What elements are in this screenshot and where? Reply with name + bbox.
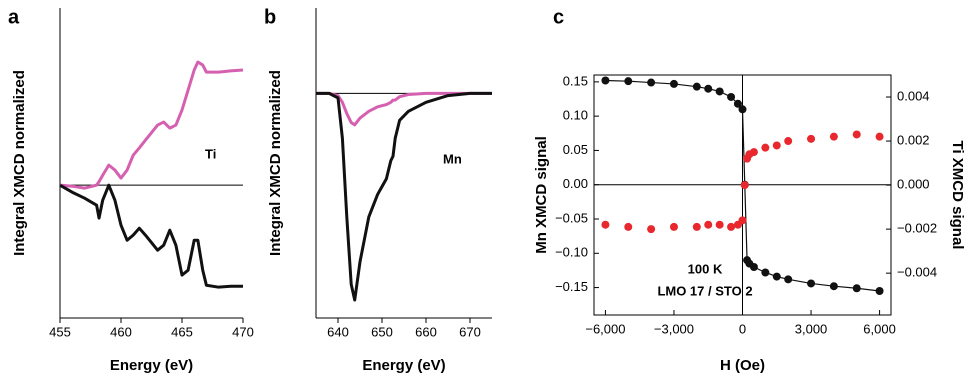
- data-point: [601, 220, 610, 229]
- data-point: [875, 132, 884, 141]
- x-tick-label: 455: [49, 324, 71, 339]
- x-tick-label: 650: [371, 324, 393, 339]
- y2-axis-label: Ti XMCD signal: [949, 141, 966, 250]
- data-point: [749, 148, 758, 157]
- y2-tick-label: −0.002: [897, 221, 937, 236]
- data-point: [738, 105, 747, 114]
- y2-tick-label: 0.004: [897, 88, 930, 103]
- annotation: Mn: [443, 151, 462, 166]
- y-tick-label: −0.05: [555, 210, 588, 225]
- x-tick-label: 3,000: [795, 321, 828, 336]
- series-line: [59, 60, 244, 190]
- y-tick-label: 0.15: [563, 73, 588, 88]
- x-axis-label: H (Oe): [720, 357, 765, 374]
- data-point: [875, 287, 884, 295]
- data-point: [829, 132, 838, 141]
- x-tick-label: 0: [739, 321, 746, 336]
- data-point: [740, 181, 749, 190]
- data-point: [624, 77, 633, 86]
- data-point: [772, 141, 781, 150]
- data-point: [761, 268, 770, 277]
- y2-tick-label: −0.004: [897, 265, 937, 280]
- y-tick-label: 0.10: [563, 108, 588, 123]
- data-point: [749, 263, 758, 271]
- data-point: [807, 279, 816, 288]
- series-line: [316, 91, 492, 127]
- x-tick-label: 470: [232, 324, 254, 339]
- panel-label: b: [264, 6, 276, 28]
- annotation: 100 K: [688, 261, 723, 276]
- y-tick-label: −0.10: [555, 245, 588, 260]
- y-tick-label: 0.05: [563, 142, 588, 157]
- panel-label: c: [553, 6, 564, 28]
- x-axis-label: Energy (eV): [362, 357, 445, 374]
- data-point: [692, 82, 701, 91]
- x-tick-label: 640: [327, 324, 349, 339]
- data-point: [784, 275, 793, 284]
- x-tick-label: 660: [415, 324, 437, 339]
- data-point: [738, 216, 747, 225]
- x-tick-label: 6,000: [863, 321, 896, 336]
- y-axis-label: Integral XMCD normalized: [11, 70, 28, 256]
- series-line: [59, 183, 243, 289]
- y-axis-label: Mn XMCD signal: [533, 136, 550, 254]
- data-point: [669, 79, 678, 88]
- panel-label: a: [8, 6, 20, 28]
- y-tick-label: −0.15: [555, 279, 588, 294]
- data-point: [601, 76, 610, 85]
- data-point: [715, 87, 724, 96]
- x-tick-label: 460: [110, 324, 132, 339]
- data-point: [704, 84, 713, 93]
- data-point: [727, 222, 736, 231]
- data-point: [852, 284, 861, 293]
- x-tick-label: −3,000: [654, 321, 694, 336]
- data-point: [669, 222, 678, 231]
- data-point: [727, 92, 736, 101]
- y2-tick-label: 0.002: [897, 132, 930, 147]
- data-point: [761, 143, 770, 152]
- x-tick-label: 465: [171, 324, 193, 339]
- y2-tick-label: 0.000: [897, 177, 930, 192]
- data-point: [784, 137, 793, 146]
- series-line: [316, 91, 492, 302]
- data-point: [852, 130, 861, 139]
- y-axis-label: Integral XMCD normalized: [267, 70, 284, 256]
- y-tick-label: 0.00: [563, 176, 588, 191]
- x-tick-label: −6,000: [585, 321, 625, 336]
- data-point: [772, 272, 781, 281]
- data-point: [715, 220, 724, 229]
- data-point: [624, 222, 633, 231]
- data-point: [692, 222, 701, 231]
- data-point: [807, 134, 816, 143]
- data-point: [733, 99, 742, 108]
- data-point: [829, 282, 838, 291]
- annotation: LMO 17 / STO 2: [657, 283, 752, 298]
- x-axis-label: Energy (eV): [110, 357, 193, 374]
- x-tick-label: 670: [459, 324, 481, 339]
- data-point: [704, 220, 713, 229]
- data-point: [647, 78, 656, 87]
- annotation: Ti: [205, 146, 216, 161]
- data-point: [647, 225, 656, 234]
